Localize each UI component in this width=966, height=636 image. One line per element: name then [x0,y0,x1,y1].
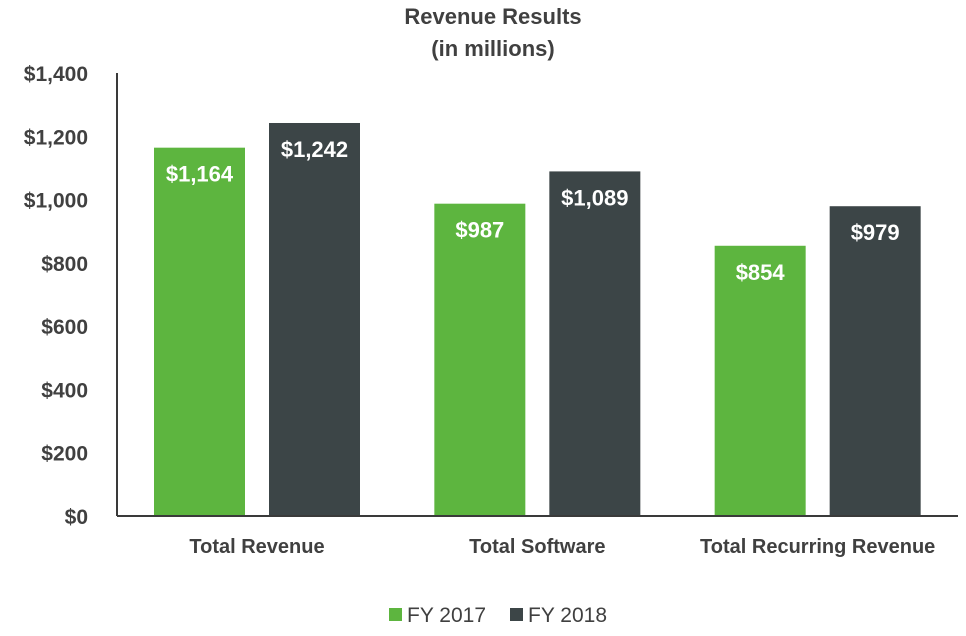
data-label: $1,089 [561,185,628,210]
chart-subtitle: (in millions) [431,36,554,61]
x-axis: Total Revenue Total Software Total Recurri… [117,515,958,558]
y-tick-label: $200 [41,443,88,466]
y-tick-label: $800 [41,253,88,276]
data-label: $1,164 [166,162,234,187]
legend-swatch [389,608,402,621]
data-labels: $1,164 $1,242 $987 $1,089 $854 $979 [166,137,900,285]
data-label: $979 [851,220,900,245]
bars [154,122,921,517]
y-tick-label: $0 [65,506,88,529]
data-label: $987 [455,218,504,243]
x-category-label: Total Recurring Revenue [700,536,935,558]
x-category-label: Total Revenue [189,536,324,558]
bar-fy-2017 [714,245,806,516]
data-label: $854 [736,260,786,285]
y-tick-label: $400 [41,379,88,402]
bar-fy-2017 [154,147,245,517]
legend-label: FY 2018 [528,604,607,627]
legend: FY 2017 FY 2018 [389,604,607,627]
bar-fy-2018 [549,171,641,516]
y-tick-label: $1,200 [24,126,88,149]
y-tick-label: $1,400 [24,63,88,86]
y-tick-label: $600 [41,316,88,339]
y-tick-label: $1,000 [24,190,88,213]
y-axis: $0 $200 $400 $600 $800 $1,000 $1,200 $1,400 [24,63,118,529]
x-category-label: Total Software [469,536,605,558]
bar-fy-2018 [269,122,360,516]
legend-label: FY 2017 [407,604,486,627]
bar-fy-2017 [434,203,526,516]
bar-fy-2018 [829,206,921,516]
data-label: $1,242 [281,137,348,162]
chart-title: Revenue Results [404,4,581,29]
legend-swatch [510,608,523,621]
